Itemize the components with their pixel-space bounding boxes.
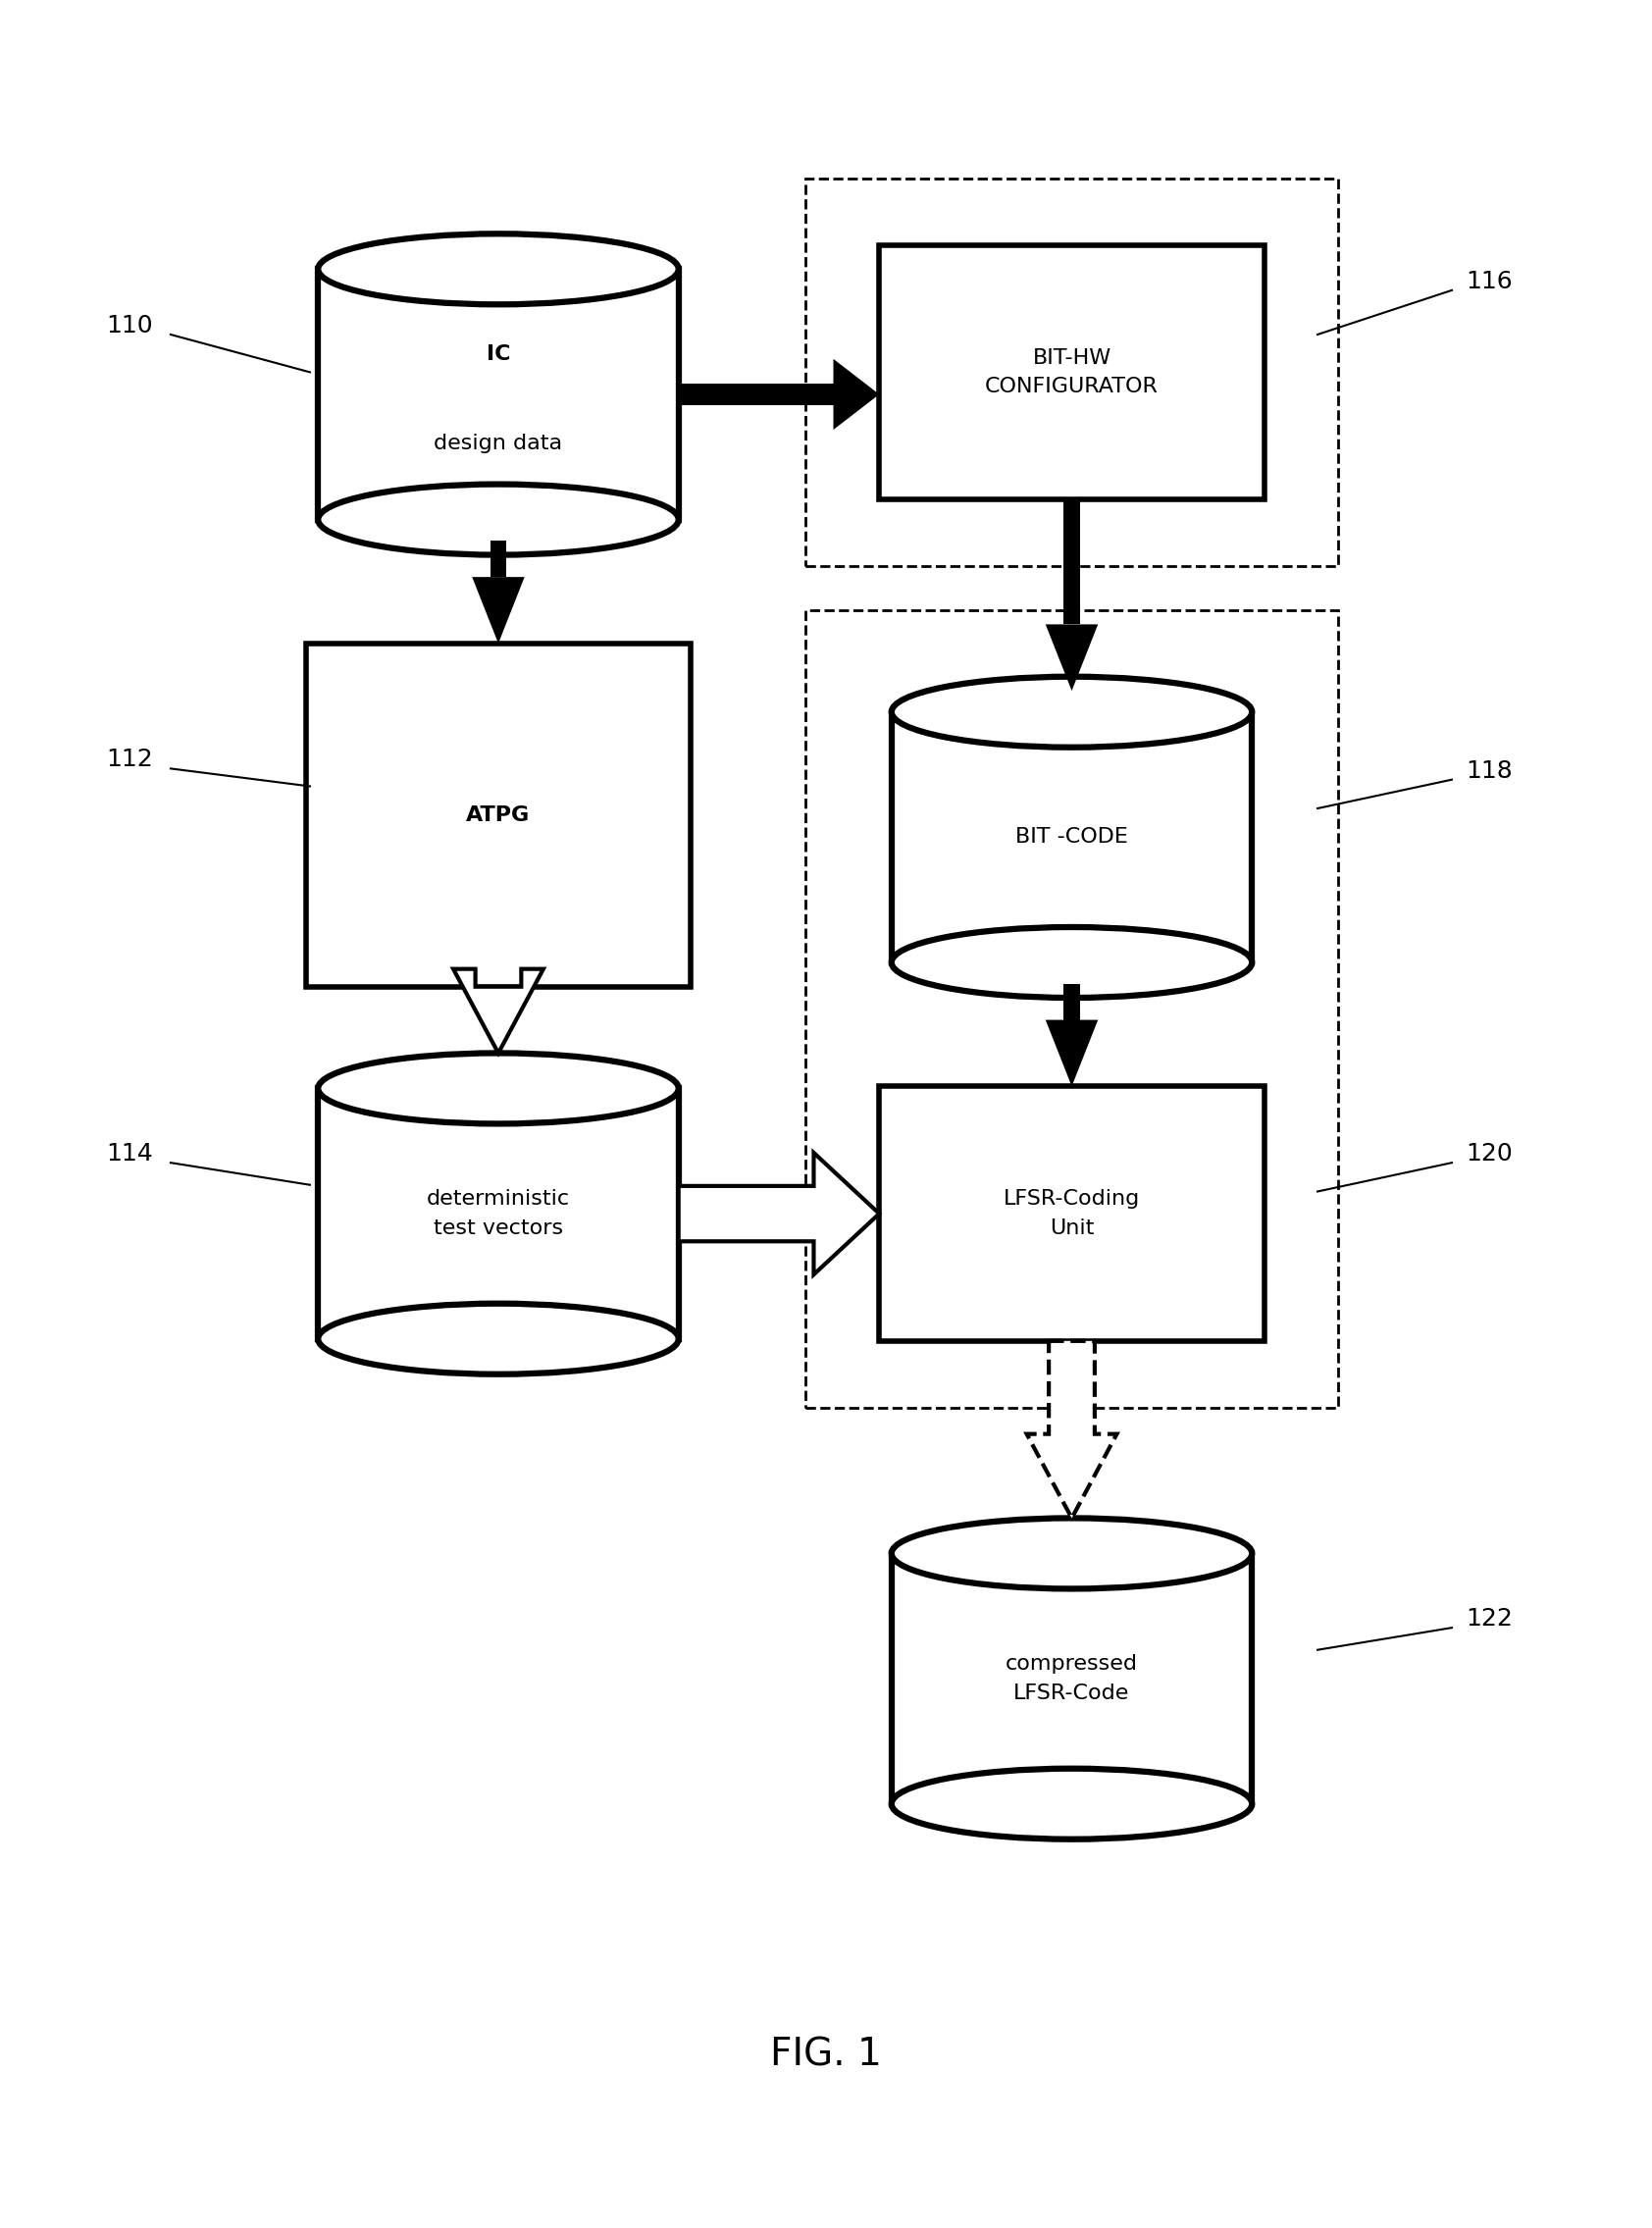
Text: 114: 114 [106,1143,154,1165]
Bar [319,1089,679,1339]
Ellipse shape [319,483,679,555]
Text: 116: 116 [1465,270,1513,294]
Bar [1064,983,1080,1020]
Ellipse shape [319,1054,679,1123]
Bar [319,270,679,519]
Ellipse shape [319,234,679,305]
Text: 122: 122 [1465,1606,1513,1631]
Text: LFSR-Coding
Unit: LFSR-Coding Unit [1003,1190,1140,1239]
Text: compressed
LFSR-Code: compressed LFSR-Code [1006,1655,1138,1702]
Text: deterministic
test vectors: deterministic test vectors [426,1190,570,1239]
Text: design data: design data [434,432,563,452]
Ellipse shape [892,927,1252,998]
Text: 118: 118 [1465,760,1513,782]
Bar [306,644,691,987]
Bar [879,245,1264,499]
Text: 112: 112 [106,749,154,771]
Text: 120: 120 [1465,1143,1513,1165]
Bar [879,1087,1264,1341]
Bar [1064,499,1080,624]
Polygon shape [1046,1020,1099,1087]
Text: BIT-HW
CONFIGURATOR: BIT-HW CONFIGURATOR [985,348,1158,397]
Text: BIT -CODE: BIT -CODE [1016,827,1128,847]
Polygon shape [1026,1341,1117,1517]
Polygon shape [453,969,544,1054]
Text: 110: 110 [106,314,154,336]
Text: FIG. 1: FIG. 1 [770,2036,882,2074]
Bar [491,541,507,577]
Bar [679,383,833,405]
Polygon shape [472,577,525,644]
Bar [806,610,1338,1408]
Ellipse shape [892,1517,1252,1589]
Bar [892,713,1252,962]
Ellipse shape [892,677,1252,746]
Bar [806,178,1338,566]
Text: ATPG: ATPG [466,804,530,824]
Bar [892,1553,1252,1805]
Text: IC: IC [486,345,510,365]
Ellipse shape [319,1303,679,1375]
Polygon shape [1046,624,1099,691]
Polygon shape [833,359,879,430]
Polygon shape [679,1152,879,1274]
Ellipse shape [892,1769,1252,1838]
